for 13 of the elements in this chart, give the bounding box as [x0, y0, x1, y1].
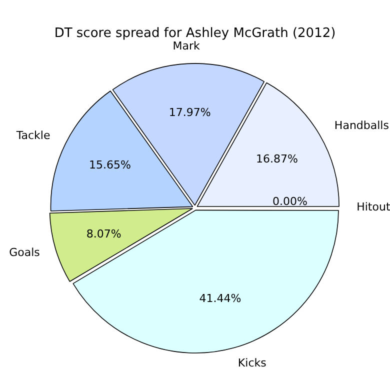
data-label: 17.97%: [168, 106, 211, 119]
category-label: Hitout: [356, 200, 390, 214]
text: 0.00%: [272, 195, 308, 208]
data-label: 8.07%: [86, 227, 122, 240]
data-label: 41.44%: [199, 292, 242, 306]
data-label: 15.65%: [88, 158, 131, 172]
chart-title: DT score spread for Ashley McGrath (2012): [54, 26, 336, 42]
slice-label: Tackle: [15, 128, 50, 142]
slice-label: Handballs: [334, 118, 390, 132]
slice-label: Goals: [9, 246, 40, 259]
data-label: 16.87%: [256, 152, 298, 166]
slice-label: Mark: [172, 39, 201, 52]
slice-label: Kicks: [238, 356, 267, 370]
